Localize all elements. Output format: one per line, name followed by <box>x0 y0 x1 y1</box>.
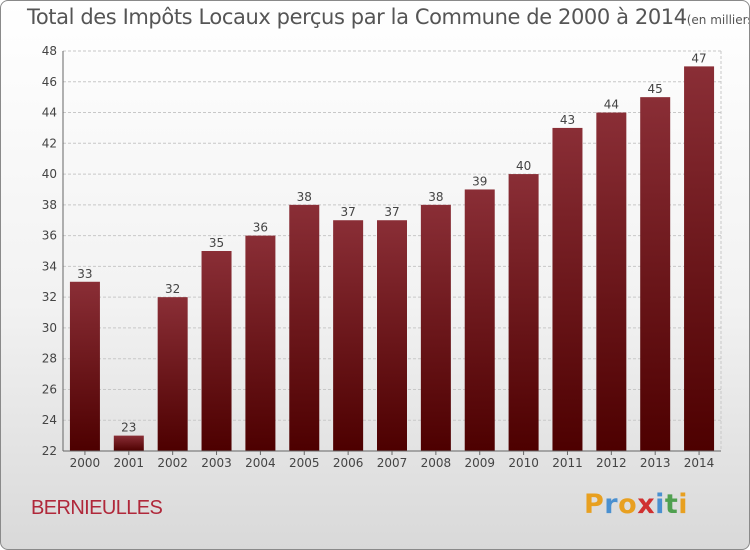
y-tick-label: 32 <box>42 290 57 304</box>
logo-letter: i <box>655 489 665 520</box>
x-tick-label: 2002 <box>157 456 188 470</box>
logo-letter: t <box>664 489 679 520</box>
x-tick-label: 2009 <box>464 456 495 470</box>
bar <box>201 251 232 451</box>
y-tick-label: 36 <box>42 229 57 243</box>
bar <box>420 204 451 451</box>
logo-letter: r <box>604 489 619 520</box>
logo-letter: i <box>678 489 689 520</box>
y-tick-label: 24 <box>42 413 57 427</box>
bar <box>552 127 583 451</box>
bar <box>596 112 627 452</box>
bar <box>245 235 276 451</box>
bar-value-label: 32 <box>165 282 180 296</box>
y-tick-label: 48 <box>42 44 57 58</box>
y-tick-label: 28 <box>42 352 57 366</box>
bar-value-label: 36 <box>253 221 268 235</box>
x-tick-label: 2011 <box>552 456 583 470</box>
bar <box>113 435 144 451</box>
x-tick-label: 2004 <box>245 456 276 470</box>
x-tick-label: 2001 <box>114 456 145 470</box>
x-tick-label: 2005 <box>289 456 320 470</box>
y-tick-label: 34 <box>42 259 57 273</box>
y-tick-label: 40 <box>42 167 57 181</box>
x-tick-label: 2014 <box>684 456 715 470</box>
x-tick-label: 2010 <box>508 456 539 470</box>
x-tick-label: 2000 <box>70 456 101 470</box>
bar-value-label: 44 <box>604 98 619 112</box>
bar-value-label: 35 <box>209 236 224 250</box>
bar <box>684 66 715 451</box>
y-tick-label: 22 <box>42 444 57 458</box>
y-tick-label: 26 <box>42 382 57 396</box>
x-tick-label: 2003 <box>201 456 232 470</box>
bar-value-label: 33 <box>77 267 92 281</box>
bar <box>640 97 671 452</box>
bar-value-label: 40 <box>516 159 531 173</box>
bars <box>69 66 715 452</box>
x-tick-label: 2012 <box>596 456 627 470</box>
title-text: Total des Impôts Locaux perçus par la Co… <box>27 5 687 29</box>
bar-value-label: 37 <box>340 205 355 219</box>
bar <box>333 220 364 451</box>
x-tick-label: 2007 <box>377 456 408 470</box>
bar <box>464 189 495 451</box>
bar <box>377 220 407 451</box>
bar-value-label: 23 <box>121 421 136 435</box>
y-tick-label: 38 <box>42 198 57 212</box>
bar <box>69 281 100 451</box>
chart-title: Total des Impôts Locaux perçus par la Co… <box>27 5 750 29</box>
logo-letter: P <box>584 489 605 520</box>
bar-value-label: 38 <box>428 190 443 204</box>
commune-name: BERNIEULLES <box>31 497 163 519</box>
bar <box>508 174 539 452</box>
grid-lines <box>63 50 722 452</box>
y-tick-label: 42 <box>42 136 57 150</box>
y-tick-label: 46 <box>42 75 57 89</box>
bar <box>289 204 320 451</box>
proxiti-logo: Proxiti <box>584 489 688 520</box>
bar <box>157 297 188 451</box>
bar-value-label: 38 <box>297 190 312 204</box>
y-tick-label: 30 <box>42 321 57 335</box>
x-tick-label: 2008 <box>421 456 452 470</box>
bar-value-label: 45 <box>648 82 663 96</box>
x-tick-label: 2013 <box>640 456 671 470</box>
bar-value-label: 37 <box>384 205 399 219</box>
axes: 22 24 26 28 30 32 34 36 38 40 42 44 46 48 33 2000 23 2001… <box>42 44 721 470</box>
x-tick-label: 2006 <box>333 456 364 470</box>
bar-value-label: 39 <box>472 174 487 188</box>
bar-value-label: 47 <box>691 51 706 65</box>
bar-value-label: 43 <box>560 113 575 127</box>
logo-letter: o <box>618 489 638 520</box>
y-tick-label: 44 <box>42 106 57 120</box>
logo-letter: x <box>637 489 656 520</box>
title-unit: (en milliers d'€) <box>686 13 750 27</box>
